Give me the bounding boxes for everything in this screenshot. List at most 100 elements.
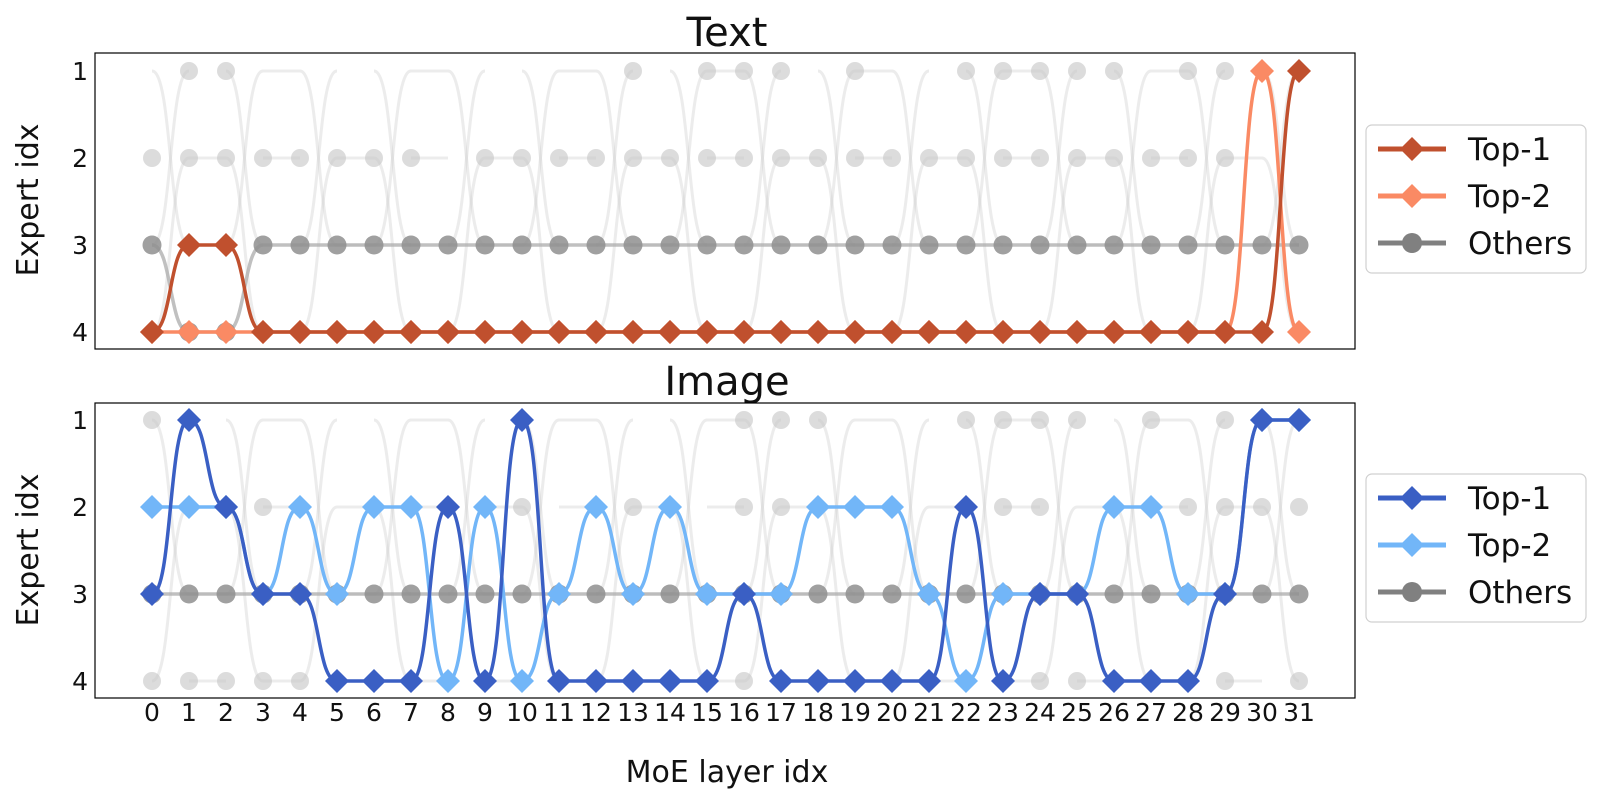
others-point [253,235,273,255]
faint-point [1068,672,1086,690]
top2-point [695,582,719,606]
faint-route [817,69,856,247]
top1-point [954,495,978,519]
faint-route [743,69,782,247]
faint-point [735,498,753,516]
faint-route [965,69,1004,247]
others-point [1289,235,1309,255]
others-point [882,235,902,255]
top1-point [325,320,349,344]
x-tick-label: 21 [913,698,945,727]
others-point [179,584,199,604]
top1-point [880,320,904,344]
others-point [1252,235,1272,255]
top1-point [584,669,608,693]
others-point [1067,235,1087,255]
top2-point [288,495,312,519]
top1-point [584,320,608,344]
x-tick-label: 25 [1061,698,1093,727]
top1-point [843,320,867,344]
faint-point [180,62,198,80]
faint-route [299,418,338,596]
top1-point [325,669,349,693]
faint-point [772,411,790,429]
faint-route [595,69,634,247]
faint-route [225,69,264,247]
top1-point [251,582,275,606]
faint-route [743,418,782,596]
faint-route [1039,69,1078,247]
faint-route [595,69,634,247]
faint-point [365,149,383,167]
faint-point [624,62,642,80]
faint-route [595,418,634,596]
others-point [438,235,458,255]
top2-point [399,495,423,519]
y-tick-label: 1 [72,406,88,435]
top1-point [1028,582,1052,606]
top1-point [399,669,423,693]
others-point [882,584,902,604]
faint-point [328,149,346,167]
others-point [1215,235,1235,255]
top1-point [880,669,904,693]
legend-marker [1400,486,1424,510]
top2-point [954,669,978,693]
x-tick-label: 30 [1246,698,1278,727]
legend-label: Others [1468,575,1572,611]
x-tick-label: 14 [654,698,686,727]
top2-point [1176,582,1200,606]
x-tick-label: 3 [255,698,271,727]
others-point [1289,584,1309,604]
text-legend: Top-1 Top-2 Others [1365,124,1587,274]
x-tick-label: 27 [1135,698,1167,727]
faint-point [513,498,531,516]
others-point [1104,235,1124,255]
faint-point [1216,149,1234,167]
legend-label: Top-2 [1467,528,1551,564]
top2-point [769,582,793,606]
y-tick-label: 4 [72,667,88,696]
x-tick-label: 15 [691,698,723,727]
faint-point [1068,411,1086,429]
legend-label: Top-1 [1467,132,1551,168]
faint-point [735,411,753,429]
faint-route [1261,418,1300,596]
faint-point [143,411,161,429]
top1-point [177,408,201,432]
top2-point [177,495,201,519]
top1-point [806,669,830,693]
faint-route [447,418,486,596]
faint-point [920,149,938,167]
faint-point [735,62,753,80]
top1-point [1213,320,1237,344]
others-point [512,235,532,255]
others-point [1141,584,1161,604]
image-subplot-title: Image [664,359,789,405]
top1-point [917,320,941,344]
legend-marker [1400,184,1424,208]
faint-point [994,498,1012,516]
faint-route [299,69,338,247]
x-tick-label: 17 [765,698,797,727]
faint-point [1031,672,1049,690]
top1-point [806,320,830,344]
faint-route [669,418,708,596]
others-point [586,235,606,255]
faint-point [291,672,309,690]
others-point [364,235,384,255]
others-point [401,584,421,604]
top2-point [362,495,386,519]
faint-route [225,418,264,596]
faint-point [661,149,679,167]
faint-route [225,156,264,334]
top1-point [769,320,793,344]
plot-frame [94,402,1356,699]
faint-point [883,149,901,167]
top1-point [954,320,978,344]
top1-point [547,320,571,344]
others-point [919,235,939,255]
faint-point [698,62,716,80]
faint-point [1105,62,1123,80]
